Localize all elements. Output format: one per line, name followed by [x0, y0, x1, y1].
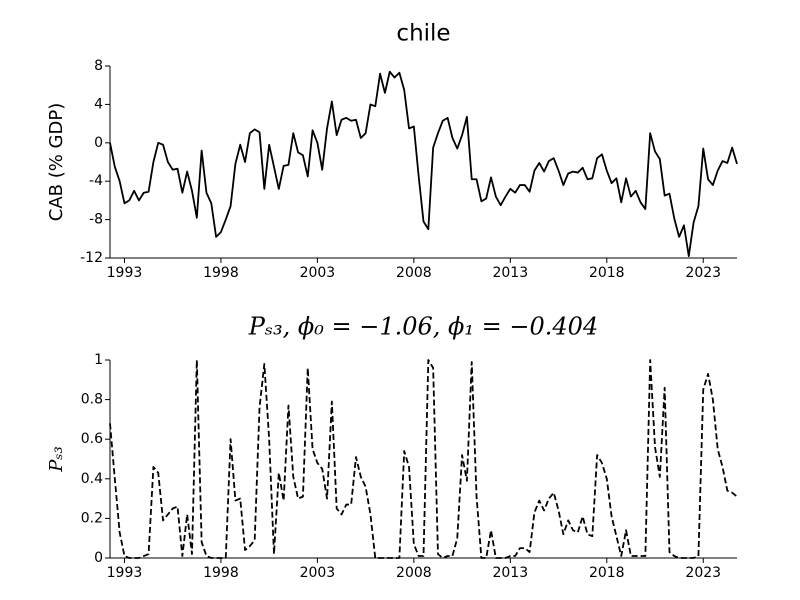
chart-title: chile	[396, 21, 450, 47]
y-tick-label: -4	[89, 173, 103, 189]
x-tick-label: 2008	[396, 565, 432, 581]
y-tick-label: 8	[94, 58, 103, 74]
x-tick-label: 2003	[300, 565, 336, 581]
y-axis-label: CAB (% GDP)	[46, 103, 67, 222]
x-tick-label: 2013	[492, 265, 528, 281]
y-tick-label: -8	[89, 212, 103, 228]
y-tick-label: 0	[94, 135, 103, 151]
y-tick-label: 1	[94, 352, 103, 368]
data-line	[109, 359, 738, 559]
x-tick-label: 1998	[203, 265, 239, 281]
x-tick-label: 2018	[589, 265, 625, 281]
x-tick-label: 1993	[107, 265, 143, 281]
y-tick-label: 0.2	[81, 510, 103, 526]
x-tick-label: 1998	[203, 565, 239, 581]
x-tick-label: 2003	[300, 265, 336, 281]
y-tick-label: -12	[80, 250, 103, 266]
x-tick-label: 2008	[396, 265, 432, 281]
chart-title: Pₛ₃, ϕ₀ = −1.06, ϕ₁ = −0.404	[248, 313, 598, 341]
x-tick-label: 2023	[685, 265, 721, 281]
data-line	[109, 70, 738, 257]
x-tick-label: 1993	[107, 565, 143, 581]
y-axis-label: Pₛ₃	[46, 446, 67, 472]
y-tick-label: 0.4	[81, 471, 103, 487]
x-tick-label: 2018	[589, 565, 625, 581]
y-tick-label: 4	[94, 96, 103, 112]
y-tick-label: 0	[94, 550, 103, 566]
y-tick-label: 0.6	[81, 431, 103, 447]
y-tick-label: 0.8	[81, 392, 103, 408]
x-tick-label: 2013	[492, 565, 528, 581]
x-tick-label: 2023	[685, 565, 721, 581]
